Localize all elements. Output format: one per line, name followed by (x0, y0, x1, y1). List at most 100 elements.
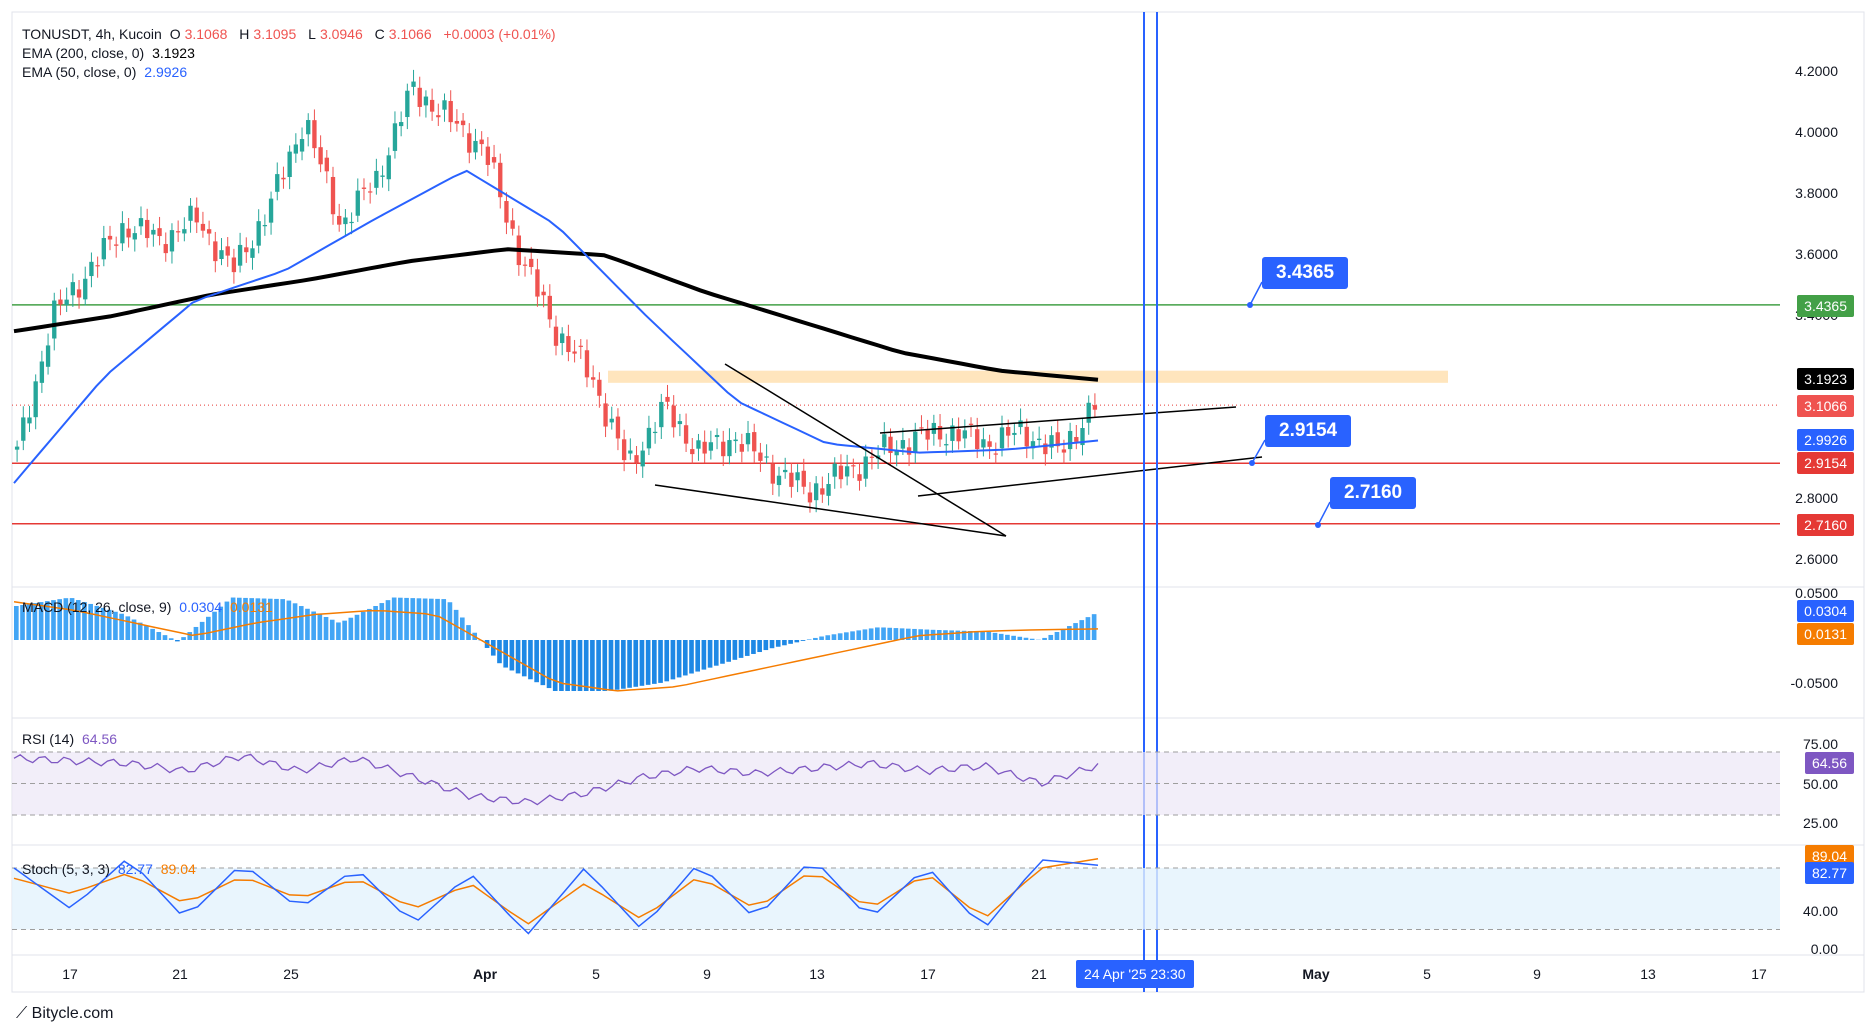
candle-body (590, 377, 596, 380)
macd-histogram-bar (875, 627, 880, 640)
candle-body (145, 219, 150, 239)
macd-histogram-bar (645, 640, 651, 685)
macd-histogram-bar (577, 640, 583, 691)
candle-body (659, 401, 664, 428)
macd-histogram-bar (794, 640, 800, 643)
candle-body (962, 430, 967, 439)
candle-body (566, 336, 571, 353)
y-tick-macd: -0.0500 (1790, 675, 1838, 691)
rsi-line (13, 753, 1099, 806)
candle-body (182, 229, 187, 234)
macd-histogram-bar (775, 640, 781, 647)
macd-histogram-bar (373, 606, 378, 640)
macd-histogram-bar (336, 622, 341, 640)
macd-histogram-bar (763, 640, 769, 651)
macd-histogram-bar (707, 640, 713, 668)
candle-body (398, 122, 404, 127)
macd-histogram-bar (57, 599, 63, 640)
supply-zone (608, 370, 1448, 383)
candle-body (250, 248, 255, 258)
callout-support-2[interactable]: 2.7160 (1330, 477, 1417, 509)
crosshair-date-label: 24 Apr '25 23:30 (1076, 960, 1194, 988)
macd-histogram-bar (967, 630, 973, 640)
candle-body (107, 235, 113, 240)
macd-histogram-bar (75, 600, 81, 640)
y-tick: 4.0000 (1795, 124, 1838, 140)
macd-histogram-bar (608, 640, 614, 691)
candle-body (671, 405, 676, 428)
macd-histogram-bar (800, 640, 806, 641)
macd-histogram-bar (887, 627, 893, 640)
y-tick-macd: 0.0500 (1795, 585, 1838, 601)
macd-histogram-bar (385, 600, 391, 640)
support-1-price-label: 2.9154 (1797, 452, 1854, 474)
macd-histogram-bar (565, 640, 570, 691)
candle-body (405, 90, 410, 118)
x-tick: 17 (62, 966, 78, 982)
macd-histogram-bar (125, 616, 131, 640)
candle-body (473, 140, 478, 153)
candle-body (1061, 449, 1067, 453)
macd-histogram-bar (1060, 629, 1066, 640)
candle-body (120, 223, 125, 244)
macd-histogram-bar (422, 598, 428, 640)
candle-body (553, 326, 559, 346)
candle-body (789, 472, 794, 487)
macd-histogram-bar (949, 630, 954, 640)
candle-body (993, 453, 998, 455)
candle-body (1086, 402, 1091, 423)
macd-histogram-bar (627, 640, 632, 688)
stoch-legend: Stoch (5, 3, 3) 82.77 89.04 (22, 861, 196, 877)
ema50-price-label: 2.9926 (1797, 429, 1854, 451)
callout-resistance[interactable]: 3.4365 (1262, 257, 1349, 289)
macd-histogram-bar (813, 637, 818, 640)
candle-body (597, 379, 602, 396)
candle-body (801, 470, 806, 487)
trend-logo-icon: ⟋ (16, 1005, 28, 1022)
candle-body (293, 144, 299, 154)
callout-support-1[interactable]: 2.9154 (1265, 415, 1352, 447)
candle-body (851, 465, 856, 467)
candle-body (380, 175, 385, 177)
candle-body (244, 247, 249, 253)
candle-body (758, 452, 763, 461)
macd-histogram-bar (311, 611, 316, 640)
macd-histogram-bar (720, 640, 725, 664)
candle-body (21, 417, 26, 441)
close-value: 3.1066 (388, 26, 432, 42)
x-tick: 17 (920, 966, 936, 982)
macd-histogram-bar (831, 634, 837, 640)
x-tick: Apr (472, 966, 498, 982)
stoch-d-label: 89.04 (1804, 845, 1854, 867)
macd-histogram-bar (905, 628, 911, 640)
candle-body (485, 146, 491, 165)
candle-body (114, 244, 119, 246)
y-tick-rsi: 75.00 (1802, 736, 1838, 752)
candle-body (999, 427, 1005, 449)
candle-body (894, 449, 899, 456)
macd-histogram-bar (633, 640, 639, 687)
candle-body (683, 425, 689, 444)
candle-body (652, 431, 658, 434)
x-tick: 5 (1423, 966, 1431, 982)
candle-body (702, 441, 707, 454)
ema200-legend: EMA (200, close, 0) 3.1923 (22, 45, 195, 61)
macd-histogram-bar (819, 636, 824, 640)
candle-body (535, 269, 540, 297)
candle-body (913, 431, 918, 452)
macd-histogram-bar (986, 631, 992, 640)
macd-histogram-bar (757, 640, 762, 653)
pattern-trendline (724, 363, 1007, 537)
macd-histogram-bar (175, 640, 180, 642)
candle-body (1074, 437, 1079, 442)
macd-histogram-bar (868, 628, 874, 640)
macd-histogram-bar (156, 632, 162, 640)
candle-body (1049, 435, 1054, 448)
candle-body (1043, 443, 1048, 455)
macd-histogram-bar (230, 597, 236, 640)
x-tick: 21 (1031, 966, 1047, 982)
callout-pointer (1317, 501, 1331, 526)
candle-body (783, 469, 788, 473)
x-tick: 13 (1640, 966, 1656, 982)
